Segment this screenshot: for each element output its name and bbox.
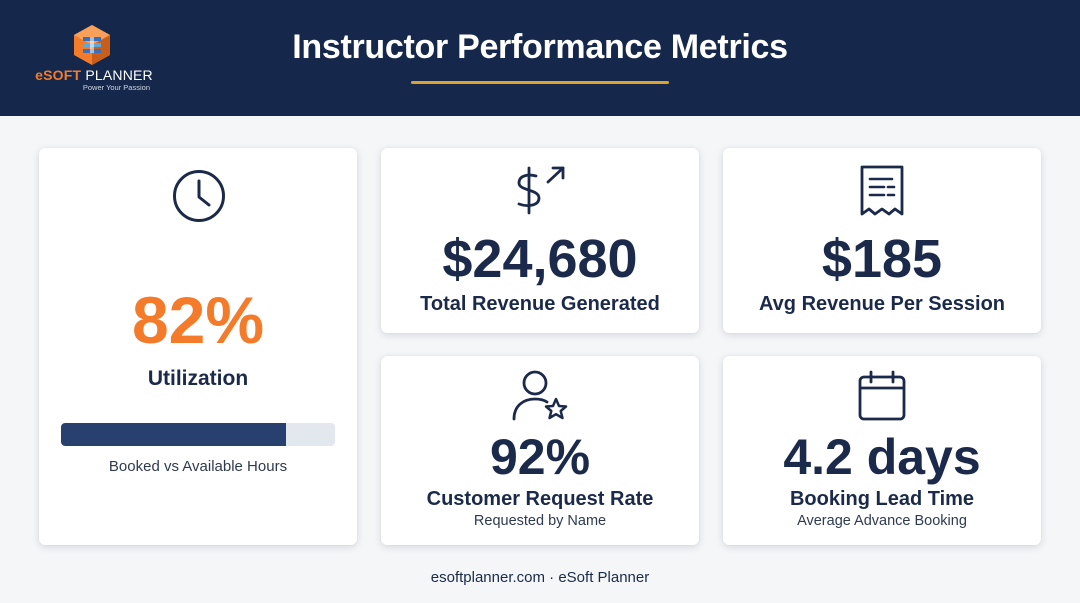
revenue-label: Total Revenue Generated xyxy=(420,293,660,315)
lead-time-label: Booking Lead Time xyxy=(789,488,975,510)
esoft-planner-logo[interactable]: eSOFT PLANNER Power Your Passion xyxy=(34,22,154,94)
utilization-caption: Booked vs Available Hours xyxy=(108,458,288,475)
avg-revenue-card: $185 Avg Revenue Per Session xyxy=(723,148,1041,333)
footer-text[interactable]: esoftplanner.com · eSoft Planner xyxy=(430,569,650,586)
logo-cube-icon xyxy=(74,25,110,65)
revenue-card: $24,680 Total Revenue Generated xyxy=(381,148,699,333)
avg-revenue-label: Avg Revenue Per Session xyxy=(758,293,1006,315)
receipt-icon xyxy=(860,165,904,216)
avg-revenue-value: $185 xyxy=(821,229,943,289)
request-rate-label: Customer Request Rate xyxy=(426,488,654,510)
calendar-icon xyxy=(858,370,906,421)
utilization-value: 82% xyxy=(131,283,265,357)
utilization-progress-fill xyxy=(61,423,286,446)
lead-time-card: 4.2 days Booking Lead Time Average Advan… xyxy=(723,356,1041,545)
request-rate-sub: Requested by Name xyxy=(473,513,607,529)
revenue-value: $24,680 xyxy=(442,229,638,289)
request-rate-card: 92% Customer Request Rate Requested by N… xyxy=(381,356,699,545)
user-star-icon xyxy=(512,370,568,421)
page-title: Instructor Performance Metrics xyxy=(292,28,788,66)
clock-icon xyxy=(173,170,225,222)
logo-tagline: Power Your Passion xyxy=(82,83,150,92)
request-rate-value: 92% xyxy=(489,429,591,485)
logo-wordmark: eSOFT PLANNER xyxy=(35,67,153,83)
title-underline xyxy=(411,81,669,84)
lead-time-sub: Average Advance Booking xyxy=(797,513,967,529)
utilization-progress-bar xyxy=(61,423,335,446)
lead-time-value: 4.2 days xyxy=(783,429,981,485)
dollar-trend-icon xyxy=(517,166,565,215)
utilization-label: Utilization xyxy=(147,367,249,390)
utilization-card: 82% Utilization Booked vs Available Hour… xyxy=(39,148,357,545)
header-banner: eSOFT PLANNER Power Your Passion Instruc… xyxy=(0,0,1080,116)
